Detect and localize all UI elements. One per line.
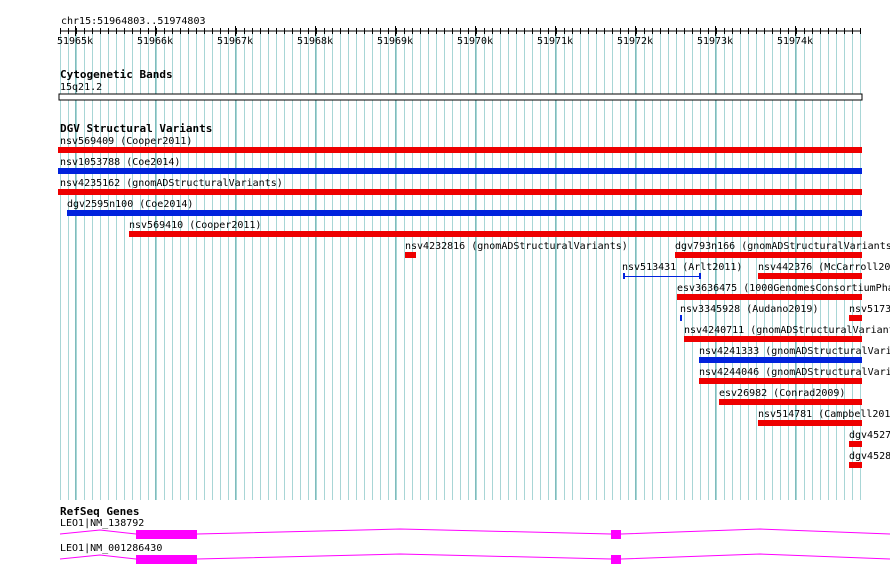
dgv-feature[interactable]: esv3636475 (1000GenomesConsortiumPhase3): [677, 283, 890, 300]
dgv-feature-bar[interactable]: [849, 315, 862, 321]
refseq-exon[interactable]: [136, 555, 197, 564]
dgv-feature-label: dgv4527: [849, 430, 890, 441]
dgv-feature-label: nsv513431 (Arlt2011): [622, 262, 742, 273]
dgv-feature[interactable]: esv26982 (Conrad2009): [719, 388, 862, 405]
ruler-tick-label: 51965k: [57, 36, 93, 47]
dgv-feature-bar[interactable]: [677, 294, 862, 300]
dgv-feature-label: nsv514781 (Campbell2011): [758, 409, 890, 420]
refseq-intron: [196, 528, 612, 535]
ruler-tick-label: 51969k: [377, 36, 413, 47]
dgv-feature-label: dgv2595n100 (Coe2014): [67, 199, 193, 210]
dgv-feature-label: nsv4232816 (gnomADStructuralVariants): [405, 241, 628, 252]
dgv-feature[interactable]: nsv442376 (McCarroll2008): [758, 262, 890, 279]
refseq-exon[interactable]: [611, 530, 621, 539]
dgv-feature-label: nsv5173: [849, 304, 890, 315]
refseq-gene[interactable]: LEO1|NM_138792: [59, 518, 890, 539]
dgv-feature[interactable]: nsv5173: [849, 304, 890, 321]
dgv-track-title: DGV Structural Variants: [60, 122, 212, 135]
dgv-feature-bar[interactable]: [849, 462, 862, 468]
dgv-feature[interactable]: nsv4241333 (gnomADStructuralVariants): [699, 346, 890, 363]
dgv-feature[interactable]: nsv4240711 (gnomADStructuralVariants): [684, 325, 890, 342]
refseq-exon[interactable]: [136, 530, 197, 539]
dgv-feature[interactable]: nsv569409 (Cooper2011): [58, 136, 862, 153]
dgv-feature-label: nsv4241333 (gnomADStructuralVariants): [699, 346, 890, 357]
dgv-feature[interactable]: dgv4528: [849, 451, 890, 468]
dgv-feature-bar[interactable]: [129, 231, 862, 237]
dgv-feature-bar[interactable]: [58, 189, 862, 195]
dgv-feature-end: [699, 273, 701, 279]
locus-label: chr15:51964803..51974803: [61, 16, 206, 27]
dgv-feature-label: nsv3345928 (Audano2019): [680, 304, 818, 315]
cytoband-track[interactable]: Cytogenetic Bands 15q21.2: [58, 68, 863, 101]
refseq-intron: [620, 528, 890, 535]
cytoband-label: 15q21.2: [60, 82, 102, 93]
ruler-tick-label: 51968k: [297, 36, 333, 47]
dgv-feature-label: nsv4235162 (gnomADStructuralVariants): [60, 178, 283, 189]
ruler-tick-label: 51970k: [457, 36, 493, 47]
dgv-feature-bar[interactable]: [405, 252, 416, 258]
dgv-feature-bar[interactable]: [67, 210, 862, 216]
dgv-feature-bar[interactable]: [758, 420, 862, 426]
dgv-feature-label: nsv442376 (McCarroll2008): [758, 262, 890, 273]
cytoband-bar[interactable]: [58, 93, 863, 101]
refseq-exon[interactable]: [611, 555, 621, 564]
dgv-feature-bar[interactable]: [58, 168, 862, 174]
dgv-feature[interactable]: nsv4232816 (gnomADStructuralVariants): [405, 241, 628, 258]
dgv-feature[interactable]: nsv569410 (Cooper2011): [129, 220, 862, 237]
ruler-tick-label: 51972k: [617, 36, 653, 47]
dgv-feature-label: dgv793n166 (gnomADStructuralVariants): [675, 241, 890, 252]
dgv-feature-label: nsv4240711 (gnomADStructuralVariants): [684, 325, 890, 336]
dgv-feature-tick[interactable]: [680, 315, 682, 321]
ruler-tick-label: 51966k: [137, 36, 173, 47]
dgv-feature-bar[interactable]: [699, 357, 862, 363]
refseq-intron: [59, 529, 137, 535]
dgv-feature[interactable]: nsv4244046 (gnomADStructuralVariants): [699, 367, 890, 384]
cytoband-track-title: Cytogenetic Bands: [60, 68, 173, 81]
refseq-gene-label: LEO1|NM_138792: [60, 518, 144, 529]
dgv-feature[interactable]: nsv514781 (Campbell2011): [758, 409, 890, 426]
refseq-intron: [196, 553, 612, 560]
dgv-feature[interactable]: nsv1053788 (Coe2014): [58, 157, 862, 174]
refseq-intron: [59, 554, 137, 560]
dgv-feature-bar[interactable]: [684, 336, 862, 342]
ruler-tick-label: 51967k: [217, 36, 253, 47]
dgv-feature-bar[interactable]: [699, 378, 862, 384]
dgv-feature-bar[interactable]: [758, 273, 862, 279]
dgv-feature-bar[interactable]: [58, 147, 862, 153]
dgv-feature-label: nsv4244046 (gnomADStructuralVariants): [699, 367, 890, 378]
refseq-track[interactable]: RefSeq Genes LEO1|NM_138792 LEO1|NM_00128…: [59, 505, 890, 564]
dgv-feature-label: nsv1053788 (Coe2014): [60, 157, 180, 168]
ruler-tick-label: 51971k: [537, 36, 573, 47]
dgv-feature-bar[interactable]: [675, 252, 862, 258]
dgv-feature-label: nsv569409 (Cooper2011): [60, 136, 192, 147]
dgv-feature-bar[interactable]: [719, 399, 862, 405]
dgv-feature-bar[interactable]: [849, 441, 862, 447]
dgv-feature[interactable]: dgv793n166 (gnomADStructuralVariants): [675, 241, 890, 258]
dgv-feature-label: nsv569410 (Cooper2011): [129, 220, 261, 231]
dgv-feature-end: [623, 273, 625, 279]
dgv-feature[interactable]: dgv4527: [849, 430, 890, 447]
refseq-gene-label: LEO1|NM_001286430: [60, 543, 162, 554]
dgv-feature[interactable]: nsv4235162 (gnomADStructuralVariants): [58, 178, 862, 195]
dgv-feature-label: esv26982 (Conrad2009): [719, 388, 845, 399]
refseq-track-title: RefSeq Genes: [60, 505, 139, 518]
refseq-intron: [620, 553, 890, 560]
refseq-gene[interactable]: LEO1|NM_001286430: [59, 543, 890, 564]
dgv-feature[interactable]: nsv513431 (Arlt2011): [622, 262, 742, 279]
dgv-feature[interactable]: dgv2595n100 (Coe2014): [67, 199, 862, 216]
ruler-tick-label: 51974k: [777, 36, 813, 47]
background-grid: [60, 31, 861, 500]
ruler-tick-label: 51973k: [697, 36, 733, 47]
ruler-ticks: 51965k 51966k 51967k 51968k 51969k 51970k 5197…: [57, 26, 861, 47]
dgv-feature[interactable]: nsv3345928 (Audano2019): [680, 304, 818, 321]
dgv-feature-label: esv3636475 (1000GenomesConsortiumPhase3): [677, 283, 890, 294]
ruler-track[interactable]: chr15:51964803..51974803 51965k 51966k 519…: [57, 16, 861, 47]
dgv-feature-label: dgv4528: [849, 451, 890, 462]
dgv-track[interactable]: DGV Structural Variants nsv569409 (Coope…: [58, 122, 890, 468]
